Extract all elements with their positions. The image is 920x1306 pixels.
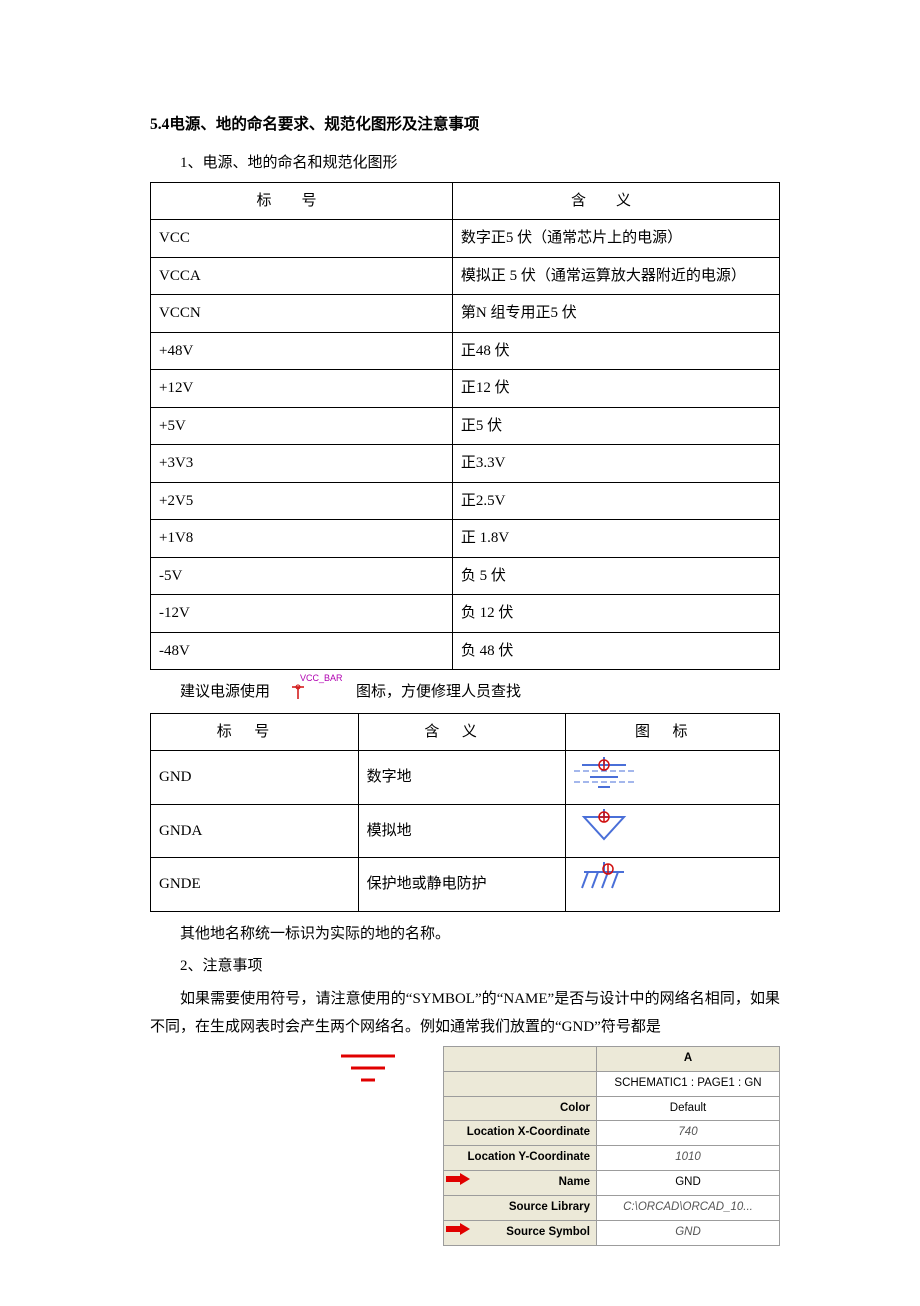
col-meaning: 含义 [358,713,566,751]
property-panel: A SCHEMATIC1 : PAGE1 : GN Color Default … [443,1046,780,1246]
gnd-digital-icon [566,751,780,805]
section-title: 5.4电源、地的命名要求、规范化图形及注意事项 [150,110,780,139]
table-row: GNDA 模拟地 [151,804,780,858]
prop-col-header: A [597,1046,780,1071]
ground-naming-table: 标号 含义 图标 GND 数字地 GNDA 模拟 [150,713,780,912]
table-row: GNDE 保护地或静电防护 [151,858,780,912]
prop-row: Location Y-Coordinate 1010 [444,1146,780,1171]
power-naming-table: 标号 含义 VCC数字正5 伏（通常芯片上的电源） VCCA模拟正 5 伏（通常… [150,182,780,671]
vcc-bar-icon: VCC_BAR [270,674,326,701]
recommend-line: 建议电源使用 VCC_BAR 图标，方便修理人员查找 [150,678,780,707]
table-row: +2V5正2.5V [151,482,780,520]
recommend-pre: 建议电源使用 [150,678,270,707]
prop-row: Location X-Coordinate 740 [444,1121,780,1146]
table-row: +48V正48 伏 [151,332,780,370]
prop-row: SCHEMATIC1 : PAGE1 : GN [444,1071,780,1096]
gnd-earth-icon [566,858,780,912]
table-row: -5V负 5 伏 [151,557,780,595]
table-row: +5V正5 伏 [151,407,780,445]
prop-row: Source Library C:\ORCAD\ORCAD_10... [444,1196,780,1221]
recommend-post: 图标，方便修理人员查找 [326,678,521,707]
prop-row: Name GND [444,1171,780,1196]
document-page: 5.4电源、地的命名要求、规范化图形及注意事项 1、电源、地的命名和规范化图形 … [0,0,920,1306]
prop-row: Source Symbol GND [444,1220,780,1245]
table-row: -12V负 12 伏 [151,595,780,633]
table-header-row: 标号 含义 [151,182,780,220]
table-row: VCCA模拟正 5 伏（通常运算放大器附近的电源） [151,257,780,295]
table-row: +1V8正 1.8V [151,520,780,558]
table-row: VCC数字正5 伏（通常芯片上的电源） [151,220,780,258]
col-label: 标号 [151,713,359,751]
red-arrow-icon [446,1223,470,1235]
example-row: A SCHEMATIC1 : PAGE1 : GN Color Default … [150,1046,780,1246]
para-other-names: 其他地名称统一标识为实际的地的名称。 [150,920,780,949]
table-row: GND 数字地 [151,751,780,805]
col-icon: 图标 [566,713,780,751]
prop-header: A [444,1046,780,1071]
table-header-row: 标号 含义 图标 [151,713,780,751]
para-note: 如果需要使用符号，请注意使用的“SYMBOL”的“NAME”是否与设计中的网络名… [150,985,780,1042]
prop-row: Color Default [444,1096,780,1121]
gnd-analog-icon [566,804,780,858]
table-row: +12V正12 伏 [151,370,780,408]
table-row: VCCN第N 组专用正5 伏 [151,295,780,333]
table-row: -48V负 48 伏 [151,632,780,670]
col-label: 标号 [151,182,453,220]
gnd-red-symbol-icon [333,1046,403,1101]
red-arrow-icon [446,1173,470,1185]
subheading-2: 2、注意事项 [150,952,780,981]
col-meaning: 含义 [452,182,779,220]
subheading-1: 1、电源、地的命名和规范化图形 [150,149,780,178]
table-row: +3V3正3.3V [151,445,780,483]
